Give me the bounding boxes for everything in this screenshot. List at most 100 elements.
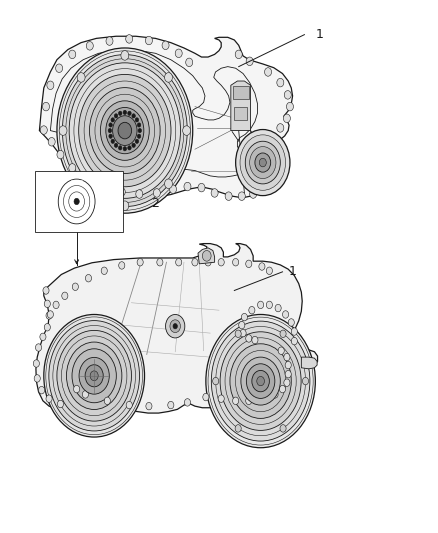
Circle shape xyxy=(57,150,64,159)
Circle shape xyxy=(69,164,76,172)
Circle shape xyxy=(137,123,141,127)
Circle shape xyxy=(246,260,252,268)
Circle shape xyxy=(72,283,78,290)
Circle shape xyxy=(291,328,297,335)
Circle shape xyxy=(258,301,264,309)
Circle shape xyxy=(238,192,245,200)
Circle shape xyxy=(267,174,274,183)
Circle shape xyxy=(291,337,297,345)
Circle shape xyxy=(288,319,294,326)
Circle shape xyxy=(108,128,112,133)
Circle shape xyxy=(86,42,93,50)
Circle shape xyxy=(240,329,246,337)
Circle shape xyxy=(89,87,160,174)
Circle shape xyxy=(241,357,280,405)
Circle shape xyxy=(90,371,98,381)
Circle shape xyxy=(43,287,49,294)
Circle shape xyxy=(104,397,110,405)
Circle shape xyxy=(259,263,265,270)
Circle shape xyxy=(249,306,255,314)
Circle shape xyxy=(285,370,291,378)
Circle shape xyxy=(168,401,174,409)
Circle shape xyxy=(136,190,143,198)
Circle shape xyxy=(85,274,92,282)
Circle shape xyxy=(272,391,278,398)
Circle shape xyxy=(119,262,125,269)
Circle shape xyxy=(47,311,53,318)
Circle shape xyxy=(206,314,315,448)
Circle shape xyxy=(246,397,252,405)
Polygon shape xyxy=(39,36,293,197)
Circle shape xyxy=(205,259,211,266)
Text: 1: 1 xyxy=(315,28,323,41)
Circle shape xyxy=(85,365,103,387)
Circle shape xyxy=(265,68,272,76)
Circle shape xyxy=(101,267,107,274)
Circle shape xyxy=(132,143,135,148)
Circle shape xyxy=(259,185,266,193)
Circle shape xyxy=(239,321,245,329)
Circle shape xyxy=(246,364,275,399)
Circle shape xyxy=(283,114,290,123)
Circle shape xyxy=(39,386,45,394)
Circle shape xyxy=(137,259,143,266)
Circle shape xyxy=(220,332,301,431)
Circle shape xyxy=(166,314,185,338)
Circle shape xyxy=(284,353,290,361)
Circle shape xyxy=(113,116,137,146)
Circle shape xyxy=(241,313,247,321)
Circle shape xyxy=(74,385,80,393)
Circle shape xyxy=(165,179,173,189)
Circle shape xyxy=(33,360,39,367)
Circle shape xyxy=(285,361,291,369)
Bar xyxy=(35,171,123,232)
Circle shape xyxy=(233,397,239,405)
Circle shape xyxy=(203,393,209,401)
Circle shape xyxy=(135,139,139,143)
Circle shape xyxy=(53,301,59,309)
Circle shape xyxy=(277,78,284,87)
Circle shape xyxy=(44,300,50,308)
Circle shape xyxy=(235,50,242,59)
Circle shape xyxy=(184,182,191,191)
Circle shape xyxy=(57,400,64,408)
Circle shape xyxy=(109,134,113,139)
Circle shape xyxy=(198,183,205,192)
Circle shape xyxy=(69,50,76,59)
Circle shape xyxy=(109,123,113,127)
Circle shape xyxy=(118,188,125,196)
Circle shape xyxy=(250,190,257,198)
Text: 2: 2 xyxy=(151,197,159,210)
Circle shape xyxy=(77,179,85,189)
Circle shape xyxy=(35,344,42,351)
Circle shape xyxy=(173,324,177,329)
Circle shape xyxy=(246,335,252,342)
Circle shape xyxy=(56,64,63,72)
Circle shape xyxy=(79,75,171,187)
Circle shape xyxy=(84,174,91,183)
Polygon shape xyxy=(198,248,215,264)
Circle shape xyxy=(128,111,131,116)
Circle shape xyxy=(101,182,108,191)
Circle shape xyxy=(118,146,122,150)
Circle shape xyxy=(62,54,187,207)
Circle shape xyxy=(240,135,286,190)
Circle shape xyxy=(252,370,269,392)
Circle shape xyxy=(184,399,191,406)
Circle shape xyxy=(79,358,110,394)
Circle shape xyxy=(266,267,272,274)
Circle shape xyxy=(213,377,219,385)
Circle shape xyxy=(44,314,145,437)
Circle shape xyxy=(302,377,308,385)
Circle shape xyxy=(62,292,68,300)
Polygon shape xyxy=(301,357,317,369)
Circle shape xyxy=(126,35,133,43)
Circle shape xyxy=(170,320,180,333)
Polygon shape xyxy=(233,86,249,99)
Circle shape xyxy=(275,304,281,312)
Circle shape xyxy=(128,146,131,150)
Circle shape xyxy=(135,118,139,122)
Circle shape xyxy=(175,49,182,58)
Circle shape xyxy=(146,402,152,410)
Circle shape xyxy=(211,321,310,441)
